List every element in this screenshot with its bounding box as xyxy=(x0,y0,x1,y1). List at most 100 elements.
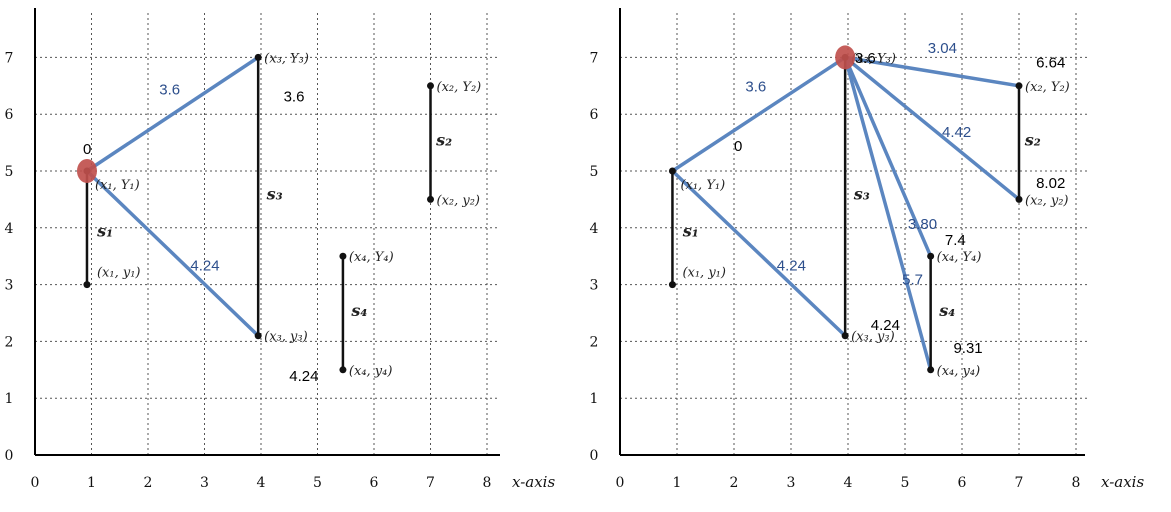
distance-edge xyxy=(670,55,847,173)
edge-distance-label: 3.80 xyxy=(908,216,937,233)
point-label: (x₂, Y₂) xyxy=(437,80,482,95)
segment-endpoint xyxy=(339,366,347,374)
cumulative-distance-label: 9.31 xyxy=(953,340,982,357)
segment-endpoint xyxy=(668,167,676,175)
x-tick-label: 7 xyxy=(426,475,435,491)
segment-endpoint xyxy=(841,332,849,340)
y-tick-label: 4 xyxy=(590,221,599,237)
point-label: (x₁, Y₁) xyxy=(680,178,725,193)
edge-distance-label: 3.6 xyxy=(159,81,180,98)
cumulative-distance-label: 0 xyxy=(83,141,91,158)
y-tick-label: 2 xyxy=(5,334,14,350)
point-label: (x₂, y₂) xyxy=(437,193,481,208)
segment-endpoint xyxy=(927,252,935,260)
cumulative-distance-label: 4.24 xyxy=(289,368,318,385)
distance-edge xyxy=(85,55,260,173)
segment-name-label: s₄ xyxy=(350,301,367,320)
segment-endpoint xyxy=(1015,82,1023,90)
point-label: (x₄, Y₄) xyxy=(937,250,982,265)
segment-endpoint xyxy=(668,281,676,289)
y-tick-label: 5 xyxy=(5,164,14,180)
x-tick-label: 8 xyxy=(483,475,492,491)
distance-edge xyxy=(843,55,933,258)
y-tick-label: 6 xyxy=(5,107,14,123)
x-tick-label: 5 xyxy=(313,475,322,491)
cumulative-distance-label: 6.64 xyxy=(1036,55,1065,72)
distance-edge xyxy=(843,55,1021,202)
cumulative-distance-label: 3.6 xyxy=(855,50,876,67)
point-label: (x₄, y₄) xyxy=(349,364,393,379)
point-label: (x₁, Y₁) xyxy=(95,178,140,193)
y-tick-label: 0 xyxy=(590,448,599,464)
x-axis-label: x-axis xyxy=(1101,473,1144,491)
cumulative-distance-label: 0 xyxy=(734,138,742,155)
source-point-marker xyxy=(835,45,856,70)
point-label: (x₄, y₄) xyxy=(937,364,981,379)
point-label: (x₃, y₃) xyxy=(264,330,308,345)
segment-name-label: s₃ xyxy=(853,184,870,203)
segment-endpoint xyxy=(427,82,434,90)
segment-endpoint xyxy=(339,252,347,260)
distance-edge xyxy=(843,55,1021,88)
x-tick-label: 3 xyxy=(200,475,209,491)
segment-endpoint xyxy=(254,53,262,61)
y-tick-label: 0 xyxy=(5,448,14,464)
y-tick-label: 1 xyxy=(590,391,599,407)
segment-name-label: s₁ xyxy=(682,221,699,240)
point-label: (x₃, Y₃) xyxy=(264,51,309,66)
x-tick-label: 4 xyxy=(844,475,853,491)
y-tick-label: 3 xyxy=(5,278,14,294)
segment-name-label: s₃ xyxy=(266,184,283,203)
x-tick-label: 4 xyxy=(257,475,266,491)
point-label: (x₂, Y₂) xyxy=(1025,80,1070,95)
x-tick-label: 6 xyxy=(958,475,967,491)
segment-name-label: s₂ xyxy=(435,130,452,149)
point-label: (x₃, y₃) xyxy=(851,330,895,345)
edge-distance-label: 5.7 xyxy=(902,272,923,289)
edge-distance-label: 3.04 xyxy=(928,40,957,57)
segment-endpoint xyxy=(927,366,935,374)
point-label: (x₁, y₁) xyxy=(97,266,141,281)
segment-endpoint xyxy=(1015,195,1023,203)
x-tick-label: 1 xyxy=(673,475,682,491)
x-axis-label: x-axis xyxy=(512,473,555,491)
point-label: (x₃, Y₃) xyxy=(851,51,896,66)
right-panel: 0 1 2 3 4 5 6 7 8 0 1 2 3 4 5 6 7 x-axis (x₁, Y₁) (x₁, y₁) (… xyxy=(590,8,1144,491)
cumulative-distance-label: 4.24 xyxy=(871,317,900,334)
y-tick-label: 6 xyxy=(590,107,599,123)
x-tick-label: 3 xyxy=(787,475,796,491)
cumulative-distance-label: 7.4 xyxy=(945,232,966,249)
distance-edge xyxy=(843,55,933,372)
segment-name-label: s₁ xyxy=(96,221,113,240)
x-tick-label: 0 xyxy=(31,475,40,491)
edge-distance-label: 4.24 xyxy=(777,257,806,274)
y-tick-label: 4 xyxy=(5,221,14,237)
segment-name-label: s₄ xyxy=(938,301,955,320)
x-tick-label: 8 xyxy=(1072,475,1081,491)
y-tick-label: 1 xyxy=(5,391,14,407)
x-tick-label: 7 xyxy=(1015,475,1024,491)
edge-distance-label: 4.24 xyxy=(190,257,219,274)
distance-edge xyxy=(85,169,260,338)
distance-edge xyxy=(670,169,847,338)
segment-endpoint xyxy=(83,281,91,289)
y-tick-label: 5 xyxy=(590,164,599,180)
edge-distance-label: 3.6 xyxy=(745,78,766,95)
left-panel: 0 1 2 3 4 5 6 7 8 0 1 2 3 4 5 6 7 x-axis (x₁, Y₁) (x₁, y₁) (… xyxy=(5,8,555,491)
segment-name-label: s₂ xyxy=(1024,130,1041,149)
point-label: (x₄, Y₄) xyxy=(349,250,394,265)
x-tick-label: 1 xyxy=(87,475,96,491)
cumulative-distance-label: 3.6 xyxy=(284,89,305,106)
segment-endpoint xyxy=(427,195,434,203)
y-tick-label: 7 xyxy=(5,50,14,66)
edge-distance-label: 4.42 xyxy=(942,124,971,141)
source-point-marker xyxy=(76,159,97,183)
x-tick-label: 6 xyxy=(370,475,379,491)
segment-endpoint xyxy=(254,332,262,340)
x-tick-label: 2 xyxy=(144,475,153,491)
x-tick-label: 2 xyxy=(730,475,739,491)
y-tick-label: 7 xyxy=(590,50,599,66)
cumulative-distance-label: 8.02 xyxy=(1036,175,1065,192)
x-tick-label: 5 xyxy=(901,475,910,491)
